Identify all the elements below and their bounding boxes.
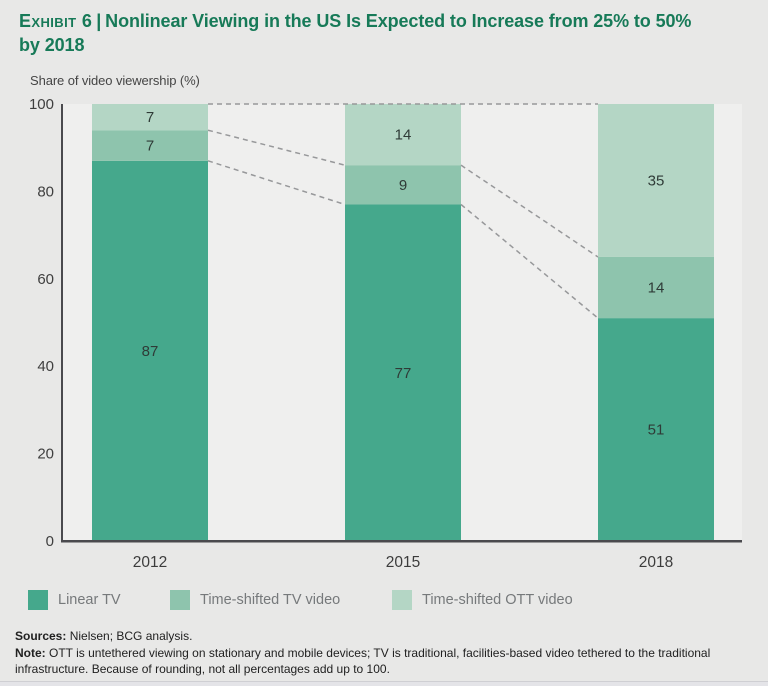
y-tick-label: 60 xyxy=(37,271,54,288)
connector-line xyxy=(207,160,346,206)
sources-text: Nielsen; BCG analysis. xyxy=(66,629,193,643)
bar-segment xyxy=(345,104,461,166)
y-tick-label: 100 xyxy=(29,96,54,113)
legend-label: Time-shifted OTT video xyxy=(422,592,573,608)
x-tick-label: 2012 xyxy=(133,554,167,571)
legend-label: Time-shifted TV video xyxy=(200,592,341,608)
bar-value-label: 7 xyxy=(146,109,154,126)
connector-line xyxy=(460,164,599,258)
connector-line xyxy=(207,129,346,166)
bar-value-label: 35 xyxy=(648,172,665,189)
title-text-line1: Nonlinear Viewing in the US Is Expected … xyxy=(105,11,692,31)
y-tick-label: 80 xyxy=(37,183,54,200)
bar-value-label: 7 xyxy=(146,138,154,155)
bar-value-label: 9 xyxy=(399,177,407,194)
bar-value-label: 14 xyxy=(648,280,665,297)
title-divider: | xyxy=(96,11,102,31)
legend-swatch-time-shifted-ott xyxy=(392,590,412,610)
exhibit-label: Exhibit 6 xyxy=(19,11,93,31)
bar-value-label: 87 xyxy=(142,343,159,360)
note-label: Note: xyxy=(15,645,46,660)
y-axis-line xyxy=(61,104,63,541)
y-tick-label: 20 xyxy=(37,446,54,463)
page-title: Exhibit 6 | Nonlinear Viewing in the US Is… xyxy=(19,9,761,57)
bar-segment xyxy=(92,104,208,131)
x-tick-label: 2015 xyxy=(386,554,420,571)
x-tick-label: 2018 xyxy=(639,554,673,571)
legend-swatch-linear-tv xyxy=(28,590,48,610)
sources-line: Sources: Nielsen; BCG analysis. xyxy=(15,628,747,645)
bar-segment xyxy=(345,165,461,205)
note-line: Note: OTT is untethered viewing on stati… xyxy=(15,645,747,678)
bar-value-label: 77 xyxy=(395,365,412,382)
legend-item-time-shifted-ott: Time-shifted OTT video xyxy=(392,590,573,610)
sources-label: Sources: xyxy=(15,629,67,643)
legend-label: Linear TV xyxy=(58,592,121,608)
y-tick-label: 0 xyxy=(46,533,54,550)
bar-segment xyxy=(598,104,714,257)
bar-segment xyxy=(92,130,208,161)
bottom-divider xyxy=(0,681,768,686)
legend-item-time-shifted-tv: Time-shifted TV video xyxy=(170,590,340,610)
bar-segment xyxy=(598,318,714,541)
title-text-line2: by 2018 xyxy=(19,35,85,55)
legend-item-linear-tv: Linear TV xyxy=(28,590,121,610)
footnotes: Sources: Nielsen; BCG analysis. Note: OT… xyxy=(15,628,747,678)
note-text: OTT is untethered viewing on stationary … xyxy=(15,645,711,677)
bar-segment xyxy=(345,204,461,541)
bar-segment xyxy=(92,160,208,541)
bar-segment xyxy=(598,256,714,319)
x-axis-line xyxy=(61,540,742,543)
bar-value-label: 14 xyxy=(395,127,412,144)
y-axis-caption: Share of video viewership (%) xyxy=(30,73,200,88)
y-tick-label: 40 xyxy=(37,358,54,375)
legend-swatch-time-shifted-tv xyxy=(170,590,190,610)
bar-value-label: 51 xyxy=(648,422,665,439)
connector-line xyxy=(460,203,599,319)
